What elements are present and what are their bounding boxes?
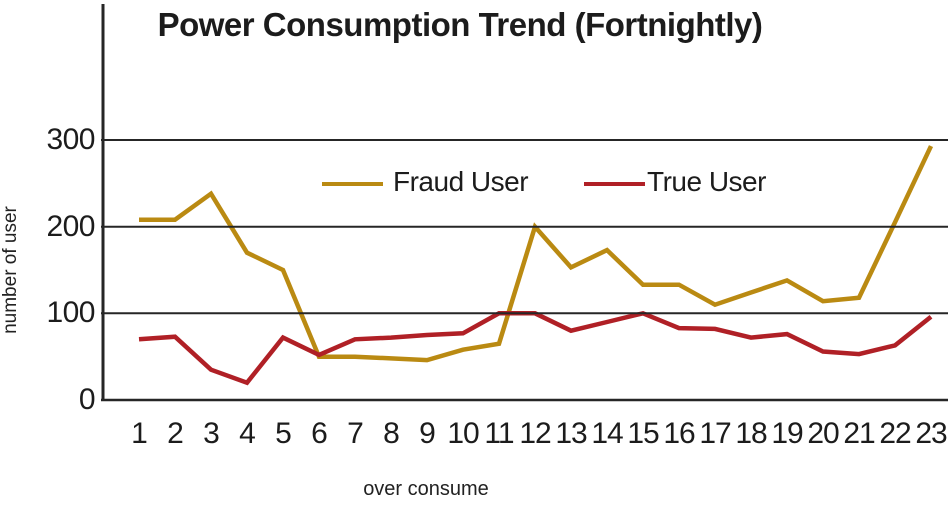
x-tick-label: 17	[699, 417, 731, 450]
x-tick-label: 16	[663, 417, 695, 450]
fraud-user-legend-label: Fraud User	[393, 166, 529, 197]
y-tick-label: 200	[46, 209, 95, 243]
x-tick-label: 7	[347, 417, 364, 450]
x-tick-label: 15	[627, 417, 659, 450]
x-tick-label: 5	[275, 417, 292, 450]
fraud-user-line	[139, 145, 934, 363]
chart-title: Power Consumption Trend (Fortnightly)	[157, 6, 763, 43]
x-tick-label: 1	[131, 417, 148, 450]
true-user-legend-swatch	[584, 182, 645, 186]
x-axis-title: over consume	[363, 478, 489, 500]
x-tick-label: 8	[383, 417, 400, 450]
x-tick-label: 20	[807, 417, 839, 450]
true-user-line	[138, 310, 933, 386]
x-tick-label: 6	[311, 417, 328, 450]
x-tick-label: 11	[484, 417, 514, 450]
x-tick-label: 23	[915, 417, 947, 450]
x-tick-label: 21	[843, 417, 875, 450]
x-tick-label: 19	[771, 417, 803, 450]
y-tick-label: 0	[78, 383, 96, 416]
x-tick-label: 22	[879, 417, 911, 450]
y-tick-label: 100	[46, 296, 95, 330]
true-user-legend-label: True User	[647, 166, 766, 197]
x-tick-label: 18	[735, 417, 767, 450]
x-tick-label: 13	[555, 417, 587, 450]
x-tick-label: 12	[519, 417, 551, 450]
x-tick-label: 4	[239, 417, 256, 450]
y-tick-label: 300	[46, 123, 95, 156]
x-tick-label: 2	[167, 417, 184, 450]
x-tick-label: 14	[591, 417, 623, 450]
x-tick-label: 10	[447, 417, 479, 450]
fraud-user-legend-swatch	[322, 182, 383, 186]
x-tick-label: 3	[203, 417, 220, 450]
x-tick-label: 9	[419, 417, 436, 450]
